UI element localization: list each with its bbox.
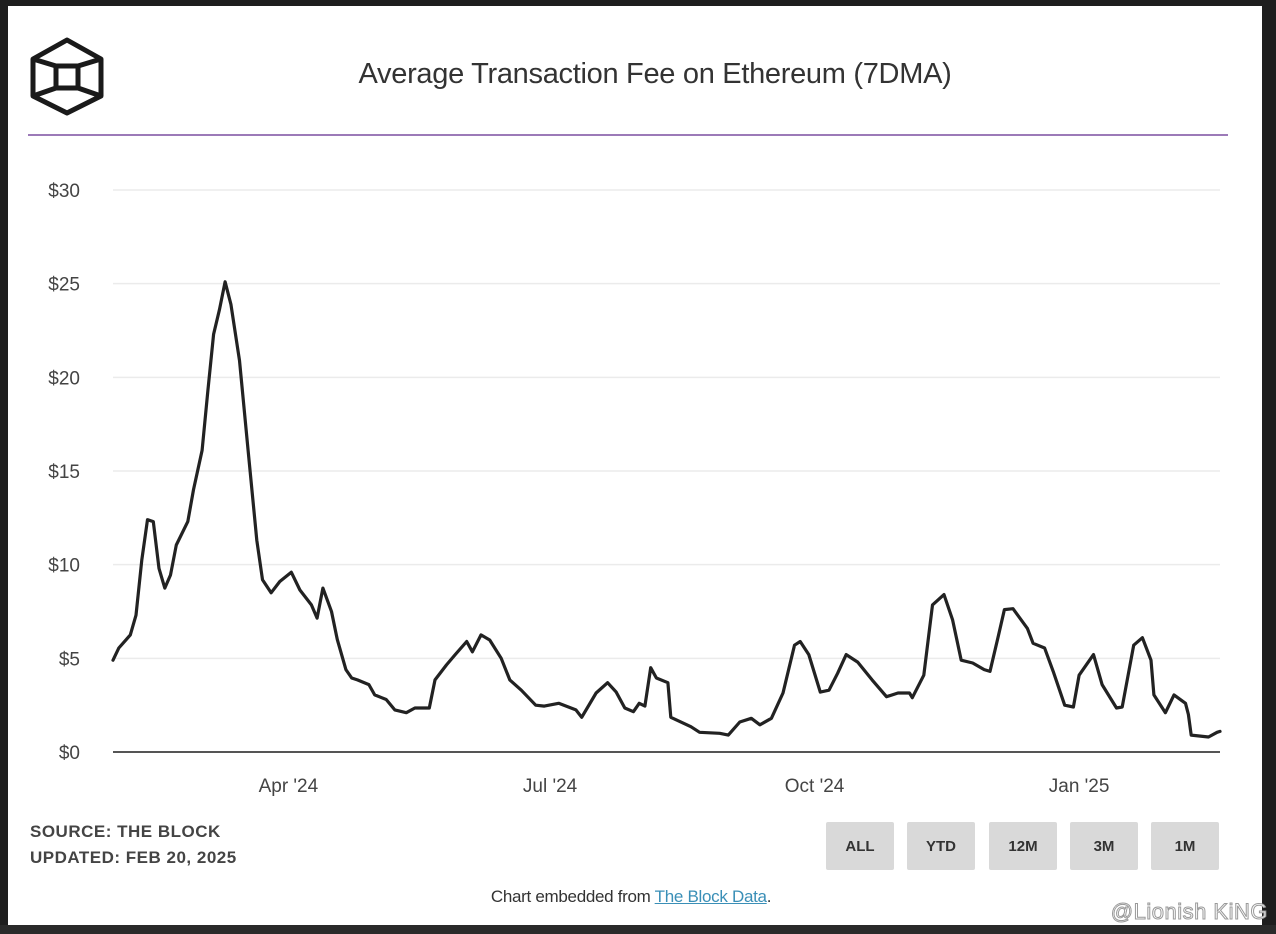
range-button-1m[interactable]: 1M (1151, 822, 1219, 870)
the-block-data-link[interactable]: The Block Data (654, 887, 767, 906)
y-tick-label: $15 (48, 462, 80, 483)
range-button-ytd[interactable]: YTD (907, 822, 975, 870)
x-tick-label: Oct '24 (785, 776, 845, 797)
embed-prefix: Chart embedded from (490, 887, 655, 906)
source-label: SOURCE: THE BLOCK (30, 822, 221, 841)
y-tick-label: $0 (59, 743, 80, 764)
embed-credit: Chart embedded from The Block Data. (0, 887, 1262, 907)
y-tick-label: $20 (48, 368, 80, 389)
x-tick-label: Jul '24 (523, 776, 578, 797)
range-button-all[interactable]: ALL (826, 822, 894, 870)
watermark: @Lionish KiNG (1110, 899, 1268, 925)
embed-suffix: . (766, 887, 772, 906)
range-button-3m[interactable]: 3M (1070, 822, 1138, 870)
x-tick-label: Apr '24 (259, 776, 319, 797)
chart-panel (8, 6, 1262, 925)
series-line-fee (111, 280, 1222, 739)
y-tick-label: $25 (48, 275, 80, 296)
chart-title: Average Transaction Fee on Ethereum (7DM… (358, 58, 952, 90)
range-button-12m[interactable]: 12M (989, 822, 1057, 870)
updated-label: UPDATED: FEB 20, 2025 (30, 848, 237, 867)
y-tick-label: $5 (59, 649, 80, 670)
page-background-strip (0, 925, 1276, 934)
x-tick-label: Jan '25 (1049, 776, 1110, 797)
y-tick-label: $30 (48, 181, 80, 202)
y-tick-label: $10 (48, 556, 80, 577)
the-block-logo-icon (30, 37, 104, 116)
